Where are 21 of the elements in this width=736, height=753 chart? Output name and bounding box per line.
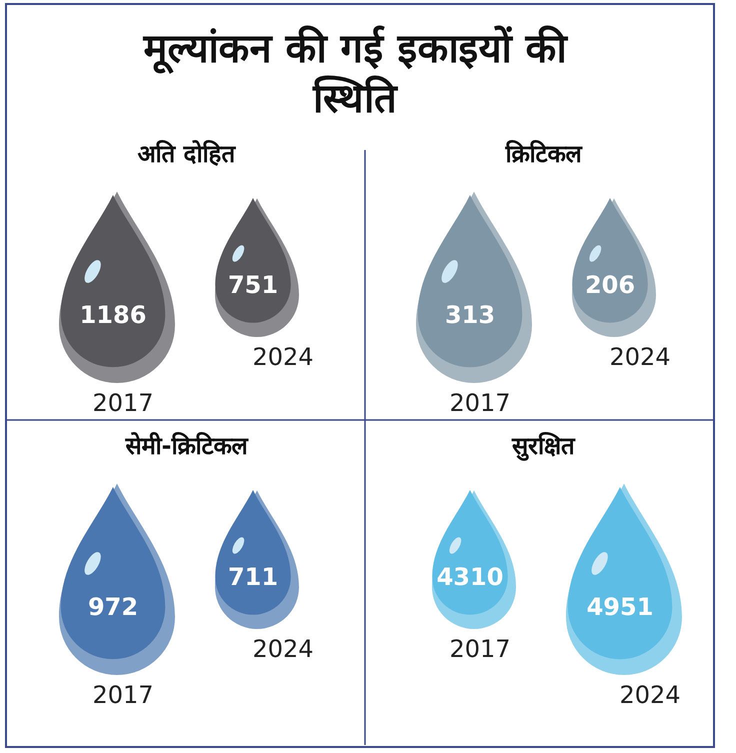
text: क्रिटिकल (504, 140, 584, 168)
data-label: 4951 (586, 593, 654, 621)
category-label: 2017 (92, 389, 154, 417)
category-label: 2024 (252, 635, 314, 663)
data-label: 4310 (436, 563, 504, 591)
text: सेमी-क्रिटिकल (124, 432, 250, 460)
data-label: 972 (88, 593, 138, 621)
data-label: 206 (584, 271, 636, 299)
data-label: 751 (228, 271, 278, 299)
text: अति दोहित (137, 140, 237, 168)
category-label: 2017 (449, 635, 511, 663)
text: सुरक्षित (511, 432, 576, 461)
text: मूल्यांकन की गई इकाइयों की स्थिति (142, 25, 568, 122)
category-label: 2024 (609, 343, 671, 371)
category-label: 2024 (252, 343, 314, 371)
category-label: 2024 (619, 681, 681, 709)
category-label: 2017 (92, 681, 154, 709)
data-label: 1186 (80, 301, 146, 329)
data-label: 711 (228, 563, 278, 591)
category-label: 2017 (449, 389, 511, 417)
data-label: 313 (444, 301, 496, 329)
